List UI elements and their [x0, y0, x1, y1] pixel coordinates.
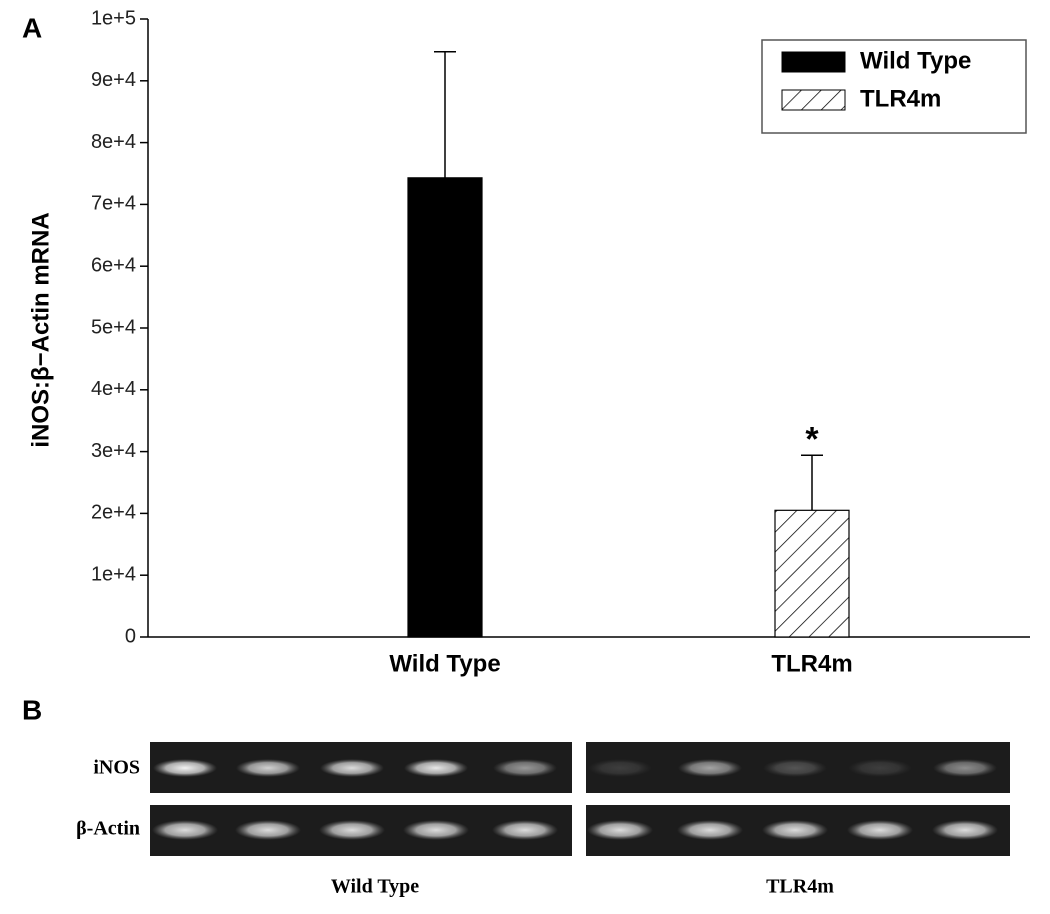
gel-band — [762, 820, 828, 840]
legend-swatch — [781, 51, 846, 73]
gel-band — [403, 820, 469, 840]
gel-band — [236, 759, 300, 777]
legend-label: Wild Type — [860, 47, 971, 74]
y-tick-label: 1e+5 — [91, 7, 136, 29]
y-tick-label: 2e+4 — [91, 502, 136, 524]
gel-band — [932, 820, 998, 840]
gel-band — [847, 820, 913, 840]
gel-band — [404, 759, 468, 777]
gel-row-label: iNOS — [93, 757, 140, 779]
y-tick-label: 0 — [125, 625, 136, 647]
gel-band — [848, 759, 912, 777]
gel-image — [150, 742, 1010, 856]
gel-band — [677, 820, 743, 840]
gel-band — [492, 820, 558, 840]
y-tick-label: 7e+4 — [91, 193, 136, 215]
gel-band — [320, 759, 384, 777]
y-tick-label: 8e+4 — [91, 131, 136, 153]
y-tick-label: 1e+4 — [91, 563, 136, 585]
panel-label: B — [22, 694, 42, 725]
y-tick-label: 6e+4 — [91, 254, 136, 276]
gel-band — [588, 759, 652, 777]
annotation: * — [805, 420, 819, 458]
y-tick-label: 4e+4 — [91, 378, 136, 400]
y-tick-label: 5e+4 — [91, 316, 136, 338]
gel-band — [152, 820, 218, 840]
gel-band — [153, 759, 217, 777]
y-axis-label: iNOS:β−Actin mRNA — [27, 212, 54, 447]
gel-band — [933, 759, 997, 777]
gel-band — [493, 759, 557, 777]
gel-band — [587, 820, 653, 840]
x-tick-label: TLR4m — [771, 650, 852, 677]
y-tick-label: 3e+4 — [91, 440, 136, 462]
bar — [407, 177, 483, 638]
gel-band — [235, 820, 301, 840]
gel-group-label: Wild Type — [331, 876, 419, 898]
x-tick-label: Wild Type — [389, 650, 500, 677]
legend-swatch — [781, 89, 846, 111]
panel-label: A — [22, 12, 42, 43]
gel-band — [319, 820, 385, 840]
legend-label: TLR4m — [860, 85, 941, 112]
gel-row-label: β-Actin — [76, 818, 140, 840]
y-tick-label: 9e+4 — [91, 69, 136, 91]
gel-band — [763, 759, 827, 777]
bar — [774, 509, 850, 638]
gel-band — [678, 759, 742, 777]
gel-group-label: TLR4m — [766, 876, 834, 898]
